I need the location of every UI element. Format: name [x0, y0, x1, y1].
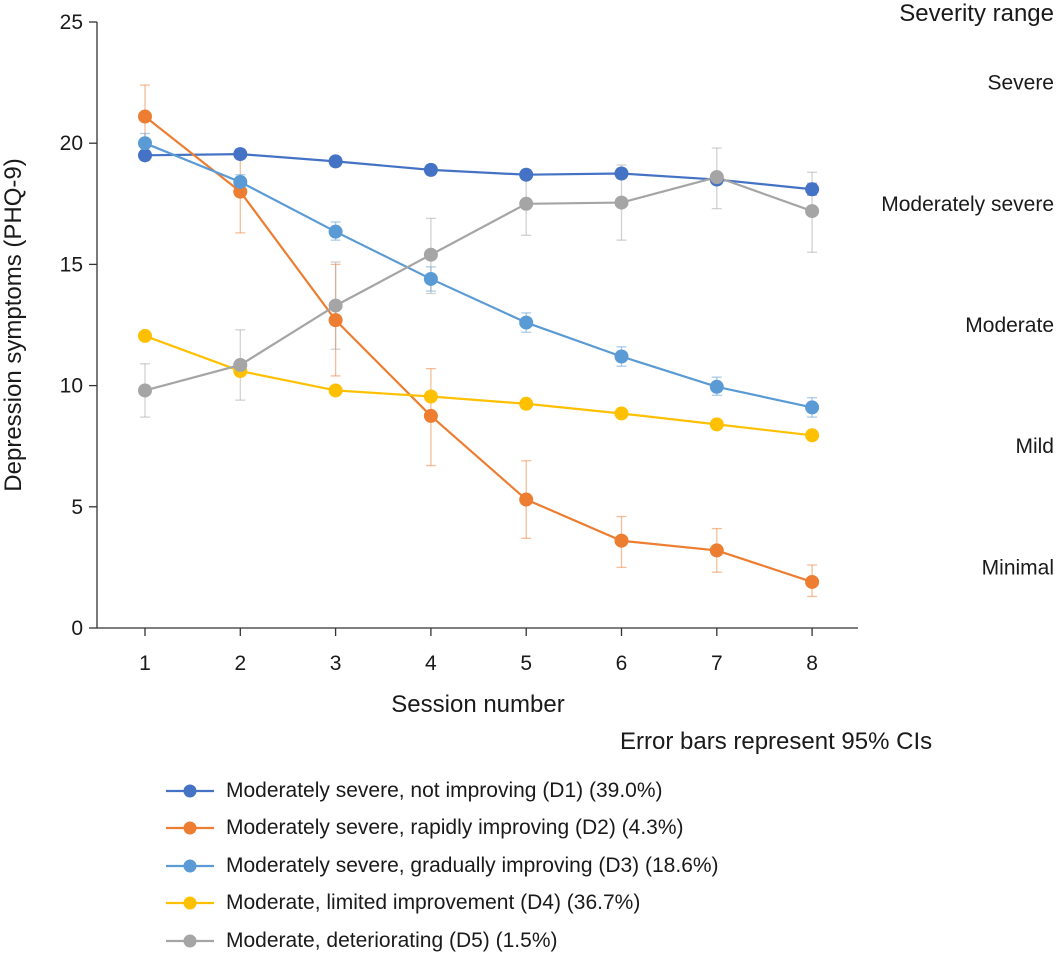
data-point [709, 417, 724, 432]
line-chart: 0 5 10 15 20 25 1 2 3 4 5 6 7 8 Severity range Severe… [0, 0, 1054, 718]
legend: Moderately severe, not improving (D1) (3… [166, 772, 719, 960]
severity-label: Moderate [965, 314, 1054, 337]
data-point [519, 315, 534, 330]
x-tick-label: 8 [806, 652, 818, 675]
data-point [233, 147, 248, 162]
y-tick-label: 10 [60, 375, 83, 398]
data-point [614, 533, 629, 548]
data-point [423, 271, 438, 286]
data-point [328, 298, 343, 313]
legend-item: Moderately severe, not improving (D1) (3… [166, 772, 719, 810]
data-point [614, 349, 629, 364]
series-points [138, 109, 820, 589]
data-point [423, 408, 438, 423]
severity-range-title: Severity range [899, 0, 1054, 27]
data-point [614, 166, 629, 181]
data-point [423, 389, 438, 404]
data-point [805, 204, 820, 219]
data-point [805, 574, 820, 589]
data-point [328, 313, 343, 328]
series-line [144, 115, 813, 583]
legend-label: Moderate, deteriorating (D5) (1.5%) [226, 928, 558, 952]
data-point [709, 379, 724, 394]
legend-item: Moderately severe, gradually improving (… [166, 847, 719, 885]
data-point [519, 167, 534, 182]
data-point [423, 162, 438, 177]
data-point [614, 195, 629, 210]
error-bars [140, 84, 818, 598]
legend-item: Moderate, deteriorating (D5) (1.5%) [166, 922, 719, 960]
data-point [519, 396, 534, 411]
legend-swatch-marker [183, 934, 197, 948]
x-tick-label: 1 [139, 652, 151, 675]
axes: 0 5 10 15 20 25 1 2 3 4 5 6 7 8 [60, 11, 858, 675]
data-point [138, 109, 152, 124]
series-lines [144, 115, 813, 583]
series-line [144, 175, 813, 392]
x-tick-label: 3 [330, 652, 342, 675]
data-point [138, 148, 152, 163]
series-line [144, 153, 813, 191]
data-point [138, 383, 152, 398]
severity-label: Minimal [982, 556, 1054, 579]
legend-label: Moderately severe, gradually improving (… [226, 853, 719, 877]
legend-swatch [166, 896, 214, 910]
legend-swatch [166, 934, 214, 948]
data-point [233, 174, 248, 189]
x-tick-label: 7 [711, 652, 723, 675]
severity-label: Severe [987, 72, 1054, 95]
data-point [138, 328, 152, 343]
series-line [144, 334, 813, 437]
series-line [144, 142, 813, 409]
y-axis-title: Depression symptoms (PHQ-9) [0, 158, 27, 491]
error-bars-note: Error bars represent 95% CIs [620, 728, 933, 755]
y-tick-label: 20 [60, 132, 83, 155]
data-point [138, 136, 152, 151]
legend-label: Moderately severe, not improving (D1) (3… [226, 778, 663, 802]
legend-swatch [166, 821, 214, 835]
legend-swatch-marker [183, 896, 197, 910]
legend-swatch-marker [183, 784, 197, 798]
data-point [233, 357, 248, 372]
data-point [233, 184, 248, 199]
y-tick-label: 15 [60, 253, 83, 276]
x-tick-label: 4 [425, 652, 437, 675]
data-point [328, 224, 343, 239]
data-point [519, 492, 534, 507]
severity-label: Moderately severe [881, 193, 1054, 216]
data-point [805, 400, 820, 415]
y-tick-label: 25 [60, 11, 83, 34]
legend-item: Moderately severe, rapidly improving (D2… [166, 810, 719, 848]
severity-label: Mild [1015, 435, 1054, 458]
data-point [614, 406, 629, 421]
legend-swatch-marker [183, 859, 197, 873]
data-point [805, 428, 820, 443]
data-point [709, 170, 724, 185]
data-point [328, 383, 343, 398]
data-point [519, 196, 534, 211]
legend-swatch [166, 784, 214, 798]
x-axis-title: Session number [391, 691, 564, 718]
x-tick-label: 2 [234, 652, 246, 675]
data-point [423, 247, 438, 262]
legend-item: Moderate, limited improvement (D4) (36.7… [166, 885, 719, 923]
legend-swatch-marker [183, 821, 197, 835]
data-point [328, 154, 343, 169]
legend-label: Moderately severe, rapidly improving (D2… [226, 816, 684, 840]
severity-range-labels: Severity range Severe Moderately severe Mo… [881, 0, 1054, 579]
y-tick-label: 0 [71, 617, 83, 640]
x-tick-label: 6 [616, 652, 628, 675]
y-tick-label: 5 [71, 496, 83, 519]
data-point [805, 182, 820, 197]
legend-label: Moderate, limited improvement (D4) (36.7… [226, 891, 641, 915]
legend-swatch [166, 859, 214, 873]
data-point [709, 543, 724, 558]
x-tick-label: 5 [520, 652, 532, 675]
